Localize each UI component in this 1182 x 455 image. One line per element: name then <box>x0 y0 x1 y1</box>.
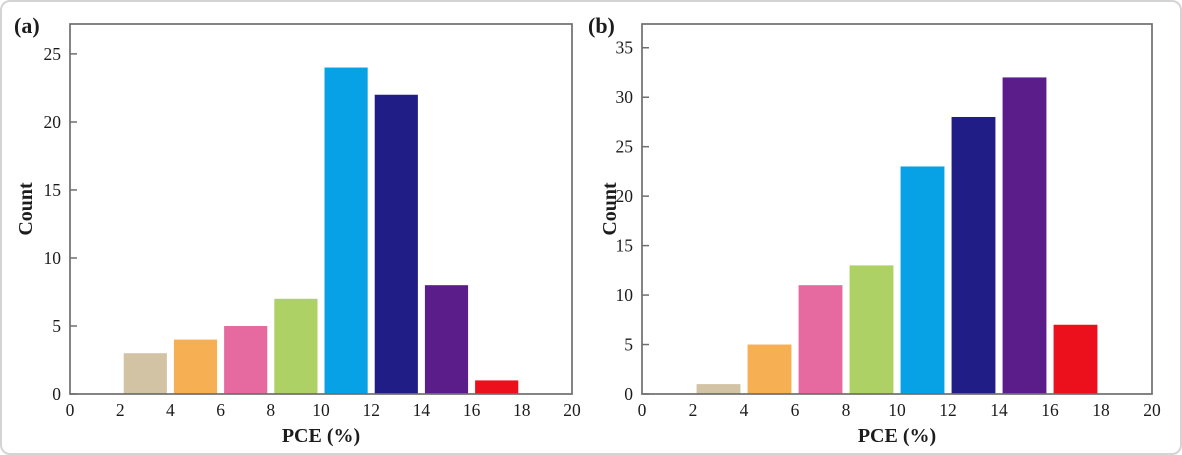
y-tick-label: 25 <box>44 44 62 64</box>
x-tick-label: 20 <box>563 400 581 420</box>
x-tick-label: 0 <box>66 400 75 420</box>
histogram-bar <box>173 339 218 394</box>
histogram-chart-b: 0 5 10 15 20 25 30 35 0 2 4 6 8 10 12 14 16 18 20 PCE (%) Co… <box>588 13 1161 447</box>
x-tick-label: 12 <box>939 400 957 420</box>
x-tick-label: 10 <box>888 400 906 420</box>
y-tick-label: 20 <box>44 112 62 132</box>
x-tick-label: 12 <box>362 400 380 420</box>
x-tick-label: 4 <box>166 400 175 420</box>
histogram-bar <box>1002 77 1047 395</box>
y-axis-label: Count <box>599 182 621 236</box>
y-tick-label: 35 <box>616 38 634 58</box>
histogram-bar <box>224 325 268 394</box>
x-tick-label: 10 <box>312 400 330 420</box>
x-tick-label: 18 <box>513 400 531 420</box>
histogram-bar <box>123 353 167 394</box>
chart-panel-b: 0 5 10 15 20 25 30 35 0 2 4 6 8 10 12 14 16 18 20 PCE (%) Co… <box>586 2 1180 453</box>
histogram-bar <box>324 67 368 394</box>
histogram-bar <box>424 285 469 394</box>
panel-label: (a) <box>14 13 40 38</box>
y-tick-label: 10 <box>616 285 634 305</box>
y-tick-label: 0 <box>52 384 61 404</box>
chart-panel-a: 0 5 10 15 20 25 0 2 4 6 8 10 12 14 16 18 20 PCE (%) Count (… <box>2 2 586 453</box>
x-axis-label: PCE (%) <box>282 425 360 447</box>
y-tick-label: 0 <box>624 384 633 404</box>
x-tick-label: 0 <box>638 400 647 420</box>
histogram-bar <box>900 166 945 394</box>
x-tick-label: 16 <box>1041 400 1059 420</box>
y-tick-label: 10 <box>44 248 62 268</box>
histogram-bar <box>475 380 519 394</box>
y-tick-label: 5 <box>624 335 633 355</box>
x-tick-label: 2 <box>116 400 125 420</box>
histogram-bar <box>951 116 996 395</box>
histogram-bar <box>274 298 318 394</box>
x-tick-label: 8 <box>266 400 275 420</box>
x-tick-label: 16 <box>463 400 481 420</box>
x-tick-label: 8 <box>842 400 851 420</box>
y-tick-label: 15 <box>616 236 634 256</box>
y-tick-label: 30 <box>616 87 634 107</box>
x-tick-label: 18 <box>1092 400 1110 420</box>
histogram-bar <box>747 344 792 394</box>
histogram-bar <box>696 384 741 394</box>
plot-frame <box>641 23 1153 395</box>
histogram-bar <box>374 94 418 395</box>
x-tick-label: 6 <box>216 400 225 420</box>
x-tick-label: 2 <box>689 400 698 420</box>
histogram-chart-a: 0 5 10 15 20 25 0 2 4 6 8 10 12 14 16 18 20 PCE (%) Count (… <box>14 13 581 447</box>
y-tick-label: 25 <box>616 137 634 157</box>
histogram-bar <box>849 265 894 394</box>
x-tick-label: 14 <box>413 400 431 420</box>
panel-label: (b) <box>588 13 615 38</box>
x-tick-label: 6 <box>791 400 800 420</box>
y-axis-label: Count <box>15 182 37 236</box>
histogram-bar <box>1053 324 1098 394</box>
plot-frame <box>69 23 573 395</box>
x-tick-label: 20 <box>1143 400 1161 420</box>
histogram-bar <box>798 285 843 394</box>
x-axis-label: PCE (%) <box>858 425 936 447</box>
x-tick-label: 4 <box>740 400 749 420</box>
y-tick-label: 20 <box>616 186 634 206</box>
x-tick-label: 14 <box>990 400 1008 420</box>
y-tick-label: 5 <box>52 316 61 336</box>
y-tick-label: 15 <box>44 180 62 200</box>
